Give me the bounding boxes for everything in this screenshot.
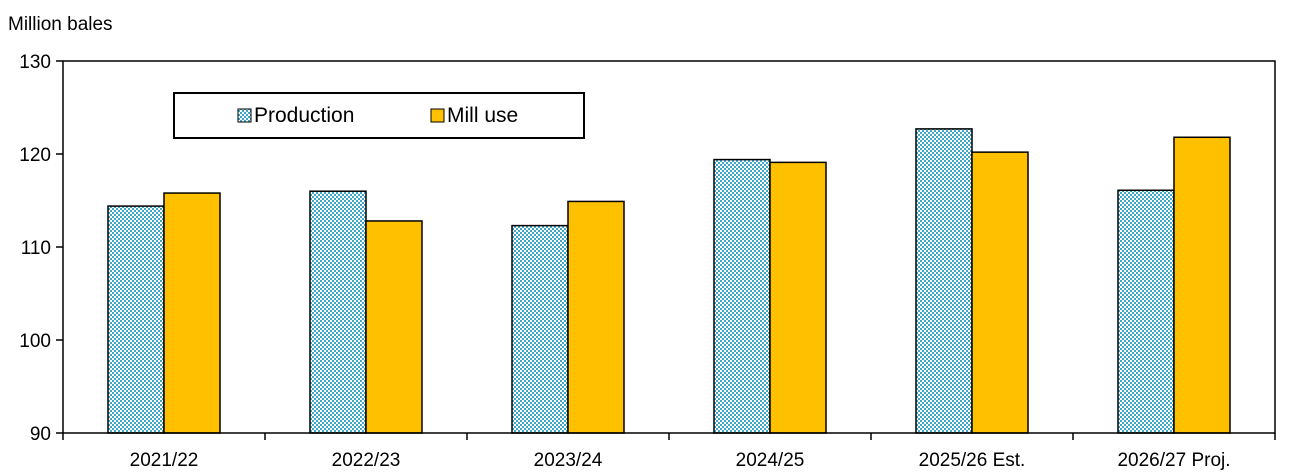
- y-tick-label: 110: [21, 238, 51, 259]
- x-tick-label: 2023/24: [534, 450, 603, 471]
- bar-mill-use: [769, 161, 827, 434]
- legend-label-mill-use: Mill use: [447, 104, 518, 127]
- bar-production: [1117, 189, 1175, 434]
- x-tick-label: 2024/25: [736, 450, 805, 471]
- x-tick-label: 2026/27 Proj.: [1117, 450, 1230, 471]
- bar-mill-use: [567, 200, 625, 434]
- plot-area-frame: [62, 60, 1276, 434]
- legend-box: [173, 92, 585, 139]
- bars-group: [107, 128, 1231, 434]
- x-tick-label: 2025/26 Est.: [919, 450, 1026, 471]
- bar-production: [915, 128, 973, 434]
- bar-production: [713, 158, 771, 434]
- bar-production: [511, 224, 569, 434]
- legend-label-production: Production: [254, 104, 354, 127]
- y-tick-label: 90: [30, 424, 51, 445]
- y-axis-title: Million bales: [8, 14, 113, 35]
- bar-mill-use: [971, 151, 1029, 434]
- legend-swatch-mill-use: [430, 108, 445, 123]
- y-axis: 90 100 110 120 130: [19, 52, 63, 445]
- x-axis: 2021/22 2022/23 2023/24 2024/25 2025/26 Est.…: [62, 433, 1276, 471]
- bar-mill-use: [365, 220, 423, 434]
- legend-swatch-production: [237, 108, 252, 123]
- bar-mill-use: [163, 192, 221, 434]
- x-tick-label: 2021/22: [130, 450, 199, 471]
- y-tick-label: 120: [19, 145, 51, 166]
- bar-mill-use: [1173, 136, 1231, 434]
- bar-production: [107, 205, 165, 434]
- bar-production: [309, 190, 367, 434]
- y-tick-label: 130: [19, 52, 51, 73]
- y-tick-label: 100: [19, 331, 51, 352]
- x-tick-label: 2022/23: [332, 450, 401, 471]
- legend: Production Mill use: [173, 92, 585, 139]
